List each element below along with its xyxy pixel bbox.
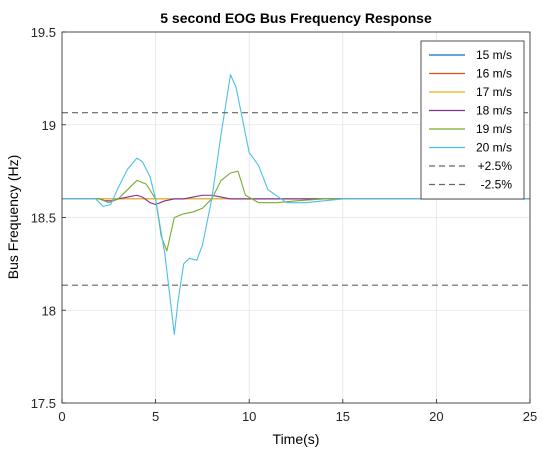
legend-label: 20 m/s [476, 141, 512, 155]
series-line-19-m-s [62, 170, 530, 252]
legend-label: +2.5% [478, 159, 513, 173]
series-group [62, 74, 530, 335]
x-tick-label: 10 [242, 409, 256, 424]
y-tick-label: 19 [42, 118, 56, 133]
legend-label: 17 m/s [476, 85, 512, 99]
legend: 15 m/s 16 m/s 17 m/s 18 m/s 19 m/s 20 m/s +2.5… [420, 40, 525, 200]
legend-label: 19 m/s [476, 122, 512, 136]
y-axis-label: Bus Frequency (Hz) [5, 155, 21, 279]
y-tick-label: 18 [42, 303, 56, 318]
x-tick-label: 5 [152, 409, 159, 424]
legend-label: 16 m/s [476, 67, 512, 81]
legend-label: 18 m/s [476, 104, 512, 118]
x-axis-label: Time(s) [273, 431, 320, 447]
x-tick-label: 0 [58, 409, 65, 424]
x-tick-label: 15 [336, 409, 350, 424]
chart-title: 5 second EOG Bus Frequency Response [160, 10, 432, 26]
legend-box [420, 40, 525, 200]
legend-label: 15 m/s [476, 48, 512, 62]
y-tick-label: 19.5 [31, 25, 56, 40]
legend-label: -2.5% [481, 178, 513, 192]
ticks: 0 5 10 15 20 25 17.5 18 18.5 19 19.5 [31, 25, 538, 424]
x-tick-label: 25 [523, 409, 537, 424]
x-tick-label: 20 [429, 409, 443, 424]
y-tick-label: 18.5 [31, 211, 56, 226]
series-line-20-m-s [62, 74, 530, 335]
y-tick-label: 17.5 [31, 396, 56, 411]
